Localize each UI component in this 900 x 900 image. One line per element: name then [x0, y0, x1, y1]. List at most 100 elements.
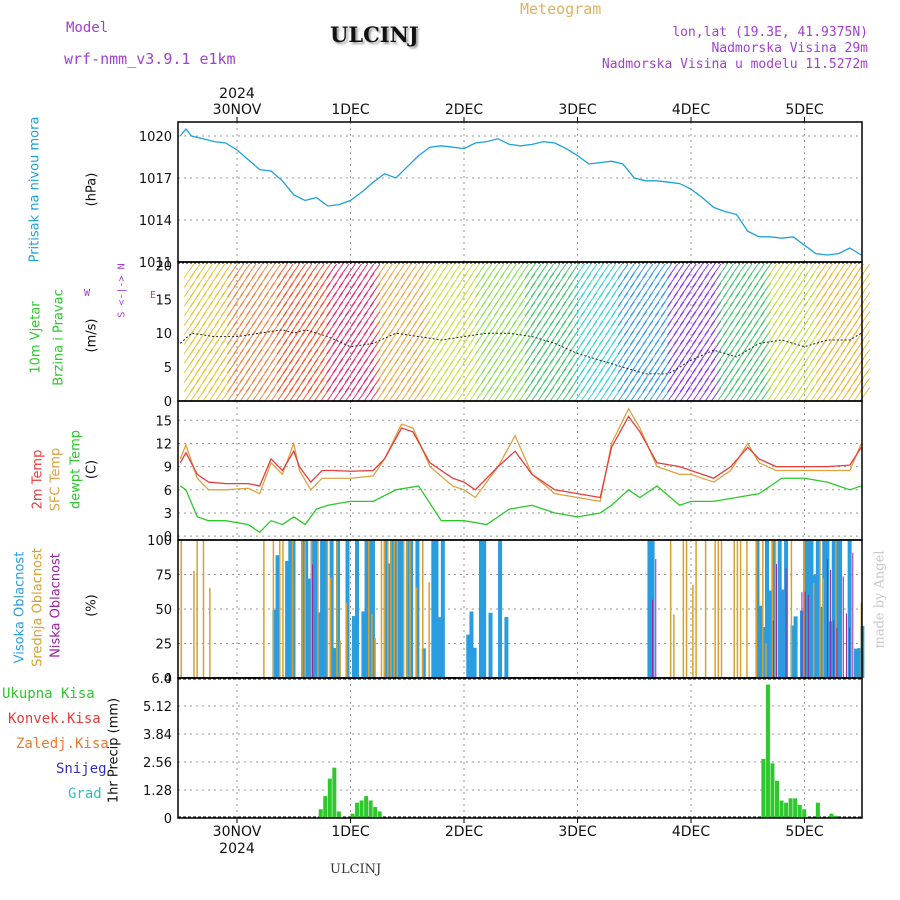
wind-ytick: 20 [155, 259, 172, 274]
cloud-high-bar [393, 540, 398, 678]
precip-total-label: Ukupna Kisa [2, 686, 95, 702]
wind-barb [493, 263, 505, 279]
precip-bar [793, 798, 798, 818]
wind-barb [239, 263, 251, 279]
precip-bar [815, 802, 820, 818]
cloud-ytick: 0 [164, 672, 172, 687]
precip-ytick: 3.84 [143, 728, 172, 743]
precip-bar [784, 802, 789, 818]
wind-barb [208, 263, 220, 279]
temp-ytick: 15 [155, 414, 172, 429]
wind-barb [276, 263, 288, 279]
cloud-high-bar [367, 540, 372, 678]
wind-barb [735, 263, 747, 279]
time-label-bottom: 2DEC [445, 824, 484, 840]
cloud-high-bar [498, 540, 503, 678]
temp-ytick: 6 [164, 484, 172, 499]
year-label-bottom: 2024 [219, 841, 255, 857]
wind-barb [518, 263, 530, 279]
wind-barb [834, 263, 846, 279]
cloud-high-bar [345, 540, 350, 678]
wind-barb [226, 263, 238, 279]
cloud-high-bar [812, 575, 817, 678]
wind-barb [512, 263, 524, 279]
wind-barb [301, 263, 313, 279]
wind-barb [561, 263, 573, 279]
wind-barb [183, 263, 195, 279]
wind-barb [803, 263, 815, 279]
cloud-high-bar [790, 625, 795, 678]
cloud-high-bar [822, 540, 827, 678]
wind-ytick: 10 [155, 327, 172, 342]
wind-barb [295, 263, 307, 279]
pressure-line [179, 127, 862, 256]
cloud-high-bar [364, 540, 369, 678]
wind-compass-e: E [150, 290, 157, 301]
wind-barb [778, 263, 790, 279]
wind-barb [437, 263, 449, 279]
precip-bar [761, 758, 766, 818]
precip-ytick: 2.56 [143, 756, 172, 771]
precip-bar [788, 798, 793, 818]
cloud-high-bar [647, 540, 652, 678]
wind-barb [741, 263, 753, 279]
wind-barb [319, 263, 331, 279]
wind-barb [400, 263, 412, 279]
grad-label: Grad [68, 786, 102, 802]
wind-compass-w: W [84, 288, 91, 299]
cloud-high-bar [386, 563, 391, 678]
wind-ytick: 5 [164, 361, 172, 376]
wind-barb [245, 263, 257, 279]
cloud-ytick: 100 [147, 534, 172, 549]
wind-barb [710, 263, 722, 279]
temp-ytick: 12 [155, 437, 172, 452]
precip-ytick: 6.4 [151, 672, 172, 687]
cloud-high-bar [370, 540, 375, 678]
cloud-high-bar [288, 540, 293, 678]
precip-bar [323, 796, 328, 818]
cloud-high-bar [301, 540, 306, 678]
cloud-high-bar [323, 540, 328, 678]
cloud-high-bar [329, 540, 334, 678]
cloud-high-bar [819, 606, 824, 678]
precip-bar [368, 800, 373, 818]
cloud-high-bar [780, 589, 785, 678]
elevation-text: Nadmorska Visina 29m [711, 41, 868, 56]
cloud-high-bar [437, 617, 442, 678]
cloud-high-bar [793, 616, 798, 678]
wind-barb [363, 263, 375, 279]
cloud-high-bar [355, 540, 360, 678]
precip-conv-label: Konvek.Kisa [8, 711, 101, 727]
cloud-high-bar [831, 540, 836, 678]
wind-barb [543, 263, 555, 279]
cloud-high-bar [405, 540, 410, 678]
pressure-ytick: 1014 [139, 214, 172, 229]
cloud-high-bar [399, 540, 404, 678]
time-label-bottom: 3DEC [558, 824, 597, 840]
cloud-high-bar [332, 648, 337, 678]
wind-barb [487, 263, 499, 279]
cloud-high-bar [409, 540, 414, 678]
wind-ytick: 15 [155, 293, 172, 308]
cloud-ytick: 25 [155, 638, 172, 653]
wind-barb [313, 263, 325, 279]
wind-barb [350, 263, 362, 279]
cloud-high-bar [361, 611, 366, 678]
model-elevation-text: Nadmorska Visina u modelu 11.5272m [601, 57, 868, 72]
model-label: Model [66, 20, 109, 36]
wind-barb [623, 263, 635, 279]
cloud-high-bar [466, 634, 471, 678]
precip-bar [797, 804, 802, 818]
time-label-top: 1DEC [331, 102, 370, 118]
wind-barb [828, 263, 840, 279]
cloud-high-bar [771, 540, 776, 678]
wind-barb [574, 263, 586, 279]
wind-barb [233, 263, 245, 279]
wind-barb [220, 263, 232, 279]
wind-barb [443, 263, 455, 279]
wind-barb [251, 263, 263, 279]
wind-barb [592, 263, 604, 279]
wind-barb [307, 263, 319, 279]
wind-barb-field [183, 263, 871, 402]
cloud-high-bar [313, 540, 318, 678]
